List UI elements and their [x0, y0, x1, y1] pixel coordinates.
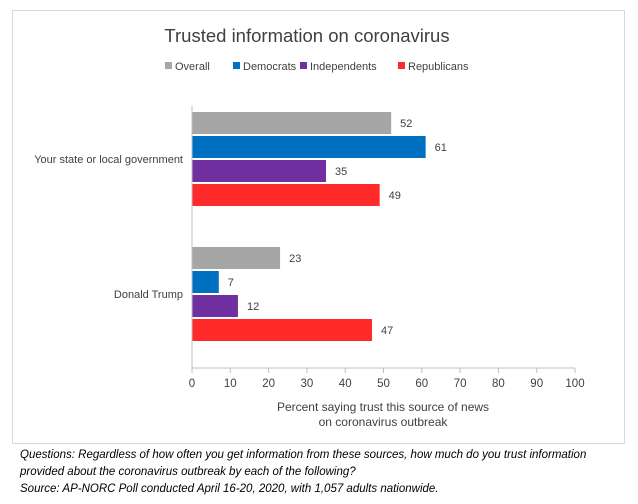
x-tick-label-100: 100 [565, 378, 584, 390]
plot-area: 52 61 35 49 Your state or local government 23… [34, 106, 585, 390]
x-tick-label-50: 50 [377, 378, 390, 390]
x-tick-label-30: 30 [301, 378, 314, 390]
legend-swatch-democrats [233, 62, 240, 69]
bar-donald-trump-overall [192, 247, 281, 269]
data-label-donald-trump-overall: 23 [289, 253, 301, 265]
x-tick-label-80: 80 [492, 378, 505, 390]
data-label-donald-trump-democrats: 7 [228, 277, 234, 289]
x-tick-label-60: 60 [415, 378, 428, 390]
x-tick-label-70: 70 [454, 378, 467, 390]
legend-label-democrats: Democrats [243, 61, 297, 73]
data-label-donald-trump-independents: 12 [247, 301, 259, 313]
legend-swatch-overall [165, 62, 172, 69]
category-label-donald-trump: Donald Trump [114, 289, 183, 301]
legend-label-republicans: Republicans [408, 61, 469, 73]
legend-swatch-republicans [398, 62, 405, 69]
bar-donald-trump-democrats [192, 271, 219, 293]
x-axis-label-line-2: on coronavirus outbreak [319, 415, 449, 429]
data-label-your-state-or-local-government-independents: 35 [335, 166, 347, 178]
x-tick-label-20: 20 [262, 378, 275, 390]
bar-your-state-or-local-government-republicans [192, 184, 380, 206]
data-label-your-state-or-local-government-republicans: 49 [389, 190, 401, 202]
data-label-your-state-or-local-government-overall: 52 [400, 118, 412, 130]
legend: Overall Democrats Independents Republicans [165, 61, 469, 73]
x-tick-label-40: 40 [339, 378, 352, 390]
x-tick-label-90: 90 [530, 378, 543, 390]
data-label-donald-trump-republicans: 47 [381, 325, 393, 337]
bar-your-state-or-local-government-independents [192, 160, 327, 182]
footnote-question-line-1: Questions: Regardless of how often you g… [20, 449, 587, 461]
x-tick-label-0: 0 [189, 378, 195, 390]
chart-frame: Trusted information on coronavirus Overa… [12, 10, 625, 444]
legend-label-overall: Overall [175, 61, 210, 73]
bar-donald-trump-republicans [192, 319, 373, 341]
bar-your-state-or-local-government-democrats [192, 136, 426, 158]
x-tick-label-10: 10 [224, 378, 237, 390]
data-label-your-state-or-local-government-democrats: 61 [435, 142, 447, 154]
footnote-source: Source: AP-NORC Poll conducted April 16-… [20, 483, 439, 495]
footnote-question-line-2: provided about the coronavirus outbreak … [20, 466, 356, 478]
legend-label-independents: Independents [310, 61, 377, 73]
category-label-your-state-or-local-government: Your state or local government [34, 154, 183, 166]
x-axis-label-line-1: Percent saying trust this source of news [277, 400, 489, 414]
bar-chart: Trusted information on coronavirus Overa… [34, 25, 585, 429]
legend-swatch-independents [300, 62, 307, 69]
chart-title: Trusted information on coronavirus [164, 25, 449, 46]
bar-your-state-or-local-government-overall [192, 112, 392, 134]
bar-donald-trump-independents [192, 295, 238, 317]
